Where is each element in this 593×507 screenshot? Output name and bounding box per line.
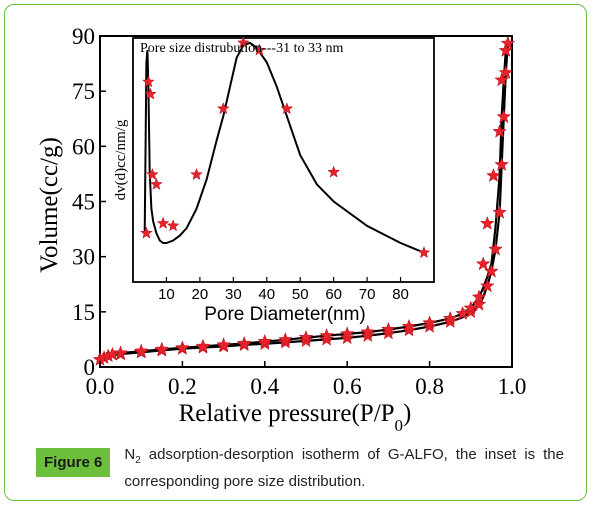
- x-tick-label: 1.0: [498, 374, 527, 399]
- desorption-marker: [401, 318, 417, 333]
- desorption-marker: [455, 305, 470, 320]
- x-tick-label: 0.6: [333, 374, 362, 399]
- adsorption-marker: [471, 296, 487, 311]
- inset-x-tick-label: 70: [359, 286, 376, 303]
- desorption-marker: [113, 345, 128, 360]
- inset-title: Pore size distrubution---31 to 33 nm: [140, 41, 343, 56]
- desorption-marker: [479, 215, 495, 230]
- inset-marker: [327, 165, 341, 178]
- desorption-marker: [278, 332, 293, 346]
- x-tick-label: 0.4: [250, 374, 279, 399]
- inset-marker: [216, 102, 230, 115]
- adsorption-marker: [492, 204, 507, 219]
- caption-subscript: 2: [135, 455, 141, 466]
- x-tick-label: 0.2: [168, 374, 197, 399]
- desorption-marker: [492, 123, 507, 138]
- inset-marker: [146, 167, 159, 181]
- desorption-marker: [133, 343, 149, 358]
- adsorption-marker: [479, 278, 495, 293]
- x-tick-label: 0.0: [86, 374, 115, 399]
- desorption-marker: [475, 256, 491, 271]
- inset-marker: [190, 167, 203, 181]
- inset-marker: [140, 226, 153, 239]
- adsorption-marker: [339, 330, 355, 345]
- desorption-marker: [381, 321, 396, 336]
- desorption-marker: [442, 310, 458, 325]
- inset-marker: [280, 102, 294, 115]
- desorption-marker: [257, 333, 273, 348]
- y-tick-label: 15: [72, 300, 95, 325]
- desorption-marker: [319, 327, 334, 342]
- desorption-line: [99, 43, 509, 360]
- adsorption-marker: [500, 35, 516, 50]
- inset-x-tick-label: 20: [192, 286, 209, 303]
- desorption-marker: [498, 42, 514, 57]
- desorption-marker: [298, 329, 314, 344]
- y-axis-label: Volume(cc/g): [36, 137, 63, 273]
- inset-x-tick-label: 30: [225, 286, 242, 303]
- desorption-marker: [471, 289, 487, 304]
- desorption-marker: [216, 337, 231, 352]
- adsorption-marker: [494, 156, 510, 171]
- inset-marker: [142, 75, 155, 88]
- figure-label: Figure 6: [36, 448, 111, 477]
- inset-x-tick-label: 50: [292, 286, 309, 303]
- figure-caption: Figure 6 N2 adsorption-desorption isothe…: [36, 444, 564, 492]
- inset-x-tick-label: 40: [258, 286, 275, 303]
- caption-text: N2 adsorption-desorption isotherm of G-A…: [124, 444, 564, 492]
- inset-marker: [156, 216, 170, 229]
- desorption-marker: [360, 324, 376, 339]
- inset-x-tick-label: 60: [325, 286, 342, 303]
- adsorption-marker: [496, 109, 512, 124]
- inset-marker: [253, 43, 266, 56]
- caption-rest: adsorption-desorption isotherm of G-ALFO…: [124, 446, 564, 490]
- inset-x-tick-label: 80: [392, 286, 409, 303]
- inset-marker: [166, 219, 180, 232]
- adsorption-marker: [498, 65, 514, 79]
- y-tick-label: 0: [84, 355, 96, 380]
- y-tick-label: 75: [72, 79, 95, 104]
- adsorption-marker: [488, 241, 503, 256]
- inset-x-tick-label: 10: [158, 286, 175, 303]
- inset-y-axis-label: dv(d)cc/nm/g: [113, 119, 129, 200]
- inset-marker: [237, 36, 250, 49]
- inset-marker: [144, 87, 157, 100]
- y-tick-label: 45: [72, 190, 95, 215]
- y-tick-label: 60: [72, 134, 95, 159]
- desorption-marker: [339, 326, 355, 341]
- desorption-marker: [105, 346, 120, 361]
- inset-plot-frame: [132, 37, 435, 283]
- desorption-marker: [236, 335, 252, 350]
- x-axis-label: Relative pressure(P/P0): [179, 400, 412, 435]
- inset-x-axis-label: Pore Diameter(nm): [204, 304, 366, 325]
- inset-distribution-line: [143, 41, 425, 254]
- desorption-marker: [486, 168, 501, 182]
- desorption-marker: [154, 341, 170, 356]
- y-tick-label: 90: [72, 24, 95, 49]
- inset-marker: [417, 245, 431, 259]
- x-tick-label: 0.8: [415, 374, 444, 399]
- desorption-marker: [463, 300, 479, 315]
- desorption-marker: [195, 338, 211, 353]
- desorption-marker: [494, 72, 510, 87]
- inset-marker: [150, 177, 163, 190]
- caption-n: N: [124, 446, 136, 463]
- y-tick-label: 30: [72, 245, 95, 270]
- desorption-marker: [175, 340, 190, 355]
- desorption-marker: [422, 315, 437, 330]
